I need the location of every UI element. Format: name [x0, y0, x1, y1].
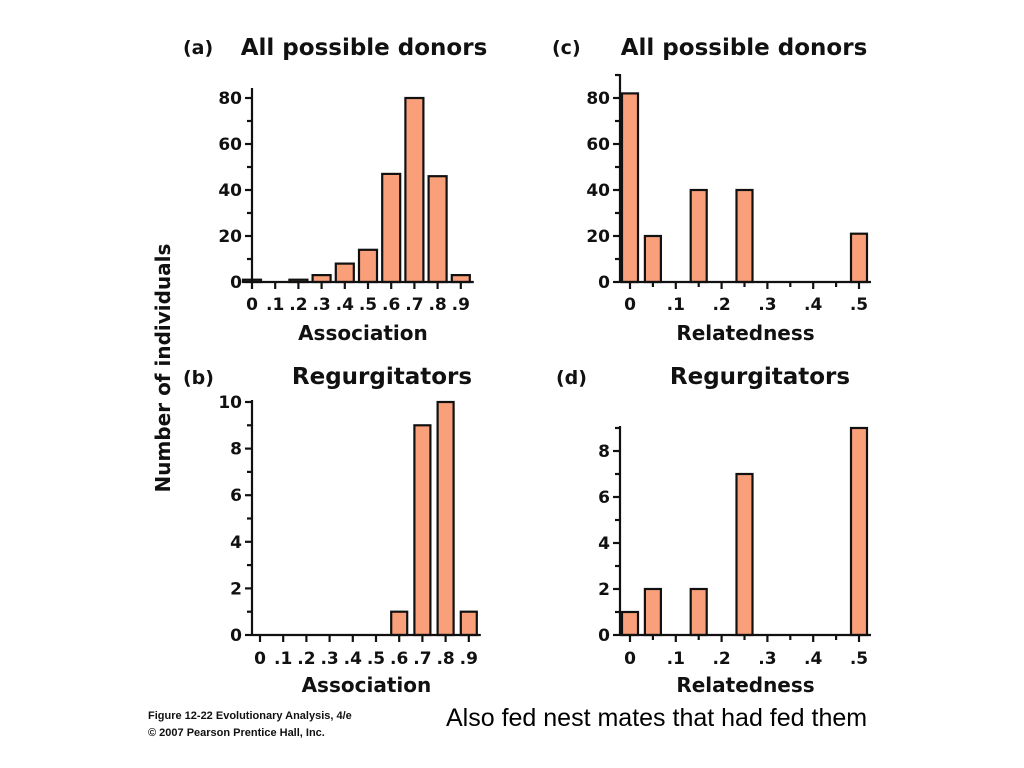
bar-0 — [620, 92, 640, 284]
x-tick-label: .2 — [712, 295, 730, 315]
y-tick-label: 8 — [230, 440, 242, 460]
panel-title: Regurgitators — [292, 364, 472, 390]
bar-.25 — [735, 188, 754, 284]
x-tick-label: .4 — [344, 649, 362, 669]
bar-.9 — [459, 610, 478, 637]
y-tick-label: 4 — [230, 533, 242, 553]
bar-.05 — [643, 587, 663, 637]
chart-panel-c: (c) All possible donors 0 20 40 60 80 0 .1 .2 .3 .4… — [552, 35, 871, 345]
x-tick-label: 0 — [624, 649, 636, 669]
slide-caption: Also fed nest mates that had fed them — [446, 704, 868, 732]
y-tick-label: 40 — [218, 181, 242, 201]
y-tick-label: 0 — [230, 273, 242, 293]
x-tick-label: 0 — [624, 295, 636, 315]
x-tick-label: .2 — [289, 295, 307, 315]
y-tick-label: 10 — [218, 393, 242, 413]
x-tick-label: .4 — [336, 295, 354, 315]
y-tick-label: 8 — [598, 442, 610, 462]
bar-.15 — [689, 587, 708, 637]
y-tick-label: 20 — [218, 227, 242, 247]
x-axis-label: Association — [298, 321, 428, 345]
bar-.15 — [689, 188, 708, 284]
panel-letter: (d) — [556, 367, 587, 389]
x-tick-label: 0 — [246, 295, 258, 315]
panel-title: All possible donors — [241, 35, 488, 61]
x-tick-label: .1 — [274, 649, 292, 669]
y-tick-label: 2 — [230, 579, 242, 599]
x-tick-label: .8 — [436, 649, 454, 669]
bar-.25 — [735, 472, 754, 637]
bar-.5 — [357, 248, 379, 284]
y-tick-label: 0 — [598, 273, 610, 293]
x-tick-label: 0 — [254, 649, 266, 669]
x-tick-label: .5 — [359, 295, 377, 315]
y-tick-label: 40 — [586, 181, 610, 201]
x-tick-label: .4 — [804, 295, 822, 315]
bar-.6 — [381, 172, 402, 284]
credit-line-2: © 2007 Pearson Prentice Hall, Inc. — [148, 727, 325, 739]
x-tick-label: .4 — [804, 649, 822, 669]
x-tick-label: .6 — [382, 295, 400, 315]
bar-.4 — [334, 262, 355, 284]
bar-.7 — [413, 424, 432, 637]
chart-panel-b: (b) Regurgitators 0 2 4 6 8 10 0 .1.2.3 .4.5.6.7.8… — [183, 364, 481, 697]
y-tick-label: 6 — [598, 488, 610, 508]
y-tick-label: 0 — [230, 626, 242, 646]
x-tick-label: .7 — [413, 649, 431, 669]
x-tick-label: .3 — [320, 649, 338, 669]
x-tick-label: .6 — [390, 649, 408, 669]
bar-.05 — [643, 234, 663, 284]
y-tick-label: 4 — [598, 534, 610, 554]
panel-letter: (c) — [552, 37, 581, 59]
x-tick-label: .7 — [405, 295, 423, 315]
x-tick-label: .3 — [758, 295, 776, 315]
y-tick-label: 80 — [586, 89, 610, 109]
x-tick-label: .1 — [667, 295, 685, 315]
x-axis-label: Association — [302, 673, 432, 697]
x-axis-label: Relatedness — [676, 673, 814, 697]
bar-.5 — [849, 232, 869, 284]
bar-.7 — [404, 96, 425, 284]
x-tick-label: .1 — [266, 295, 284, 315]
y-tick-label: 80 — [218, 89, 242, 109]
bar-0 — [620, 610, 640, 637]
x-tick-label: .9 — [460, 649, 478, 669]
y-tick-label: 60 — [586, 135, 610, 155]
x-axis-label: Relatedness — [676, 321, 814, 345]
y-tick-label: 6 — [230, 486, 242, 506]
x-tick-label: .5 — [850, 649, 868, 669]
y-tick-label: 60 — [218, 135, 242, 155]
x-tick-label: .1 — [667, 649, 685, 669]
panel-title: Regurgitators — [670, 364, 850, 390]
x-tick-label: .3 — [312, 295, 330, 315]
x-tick-label: .3 — [758, 649, 776, 669]
figure-credit: Figure 12-22 Evolutionary Analysis, 4/e … — [148, 708, 352, 742]
x-tick-label: .5 — [367, 649, 385, 669]
x-tick-label: .8 — [428, 295, 446, 315]
credit-line-1: Figure 12-22 Evolutionary Analysis, 4/e — [148, 710, 352, 722]
shared-y-axis-label: Number of individuals — [151, 244, 175, 493]
panel-title: All possible donors — [621, 35, 868, 61]
panel-letter: (a) — [183, 37, 213, 59]
y-tick-label: 0 — [598, 626, 610, 646]
chart-panel-d: (d) Regurgitators 0 2 4 6 8 0 .1 .2 .3 .4 .5 Relatedn… — [556, 364, 871, 697]
y-tick-label: 2 — [598, 580, 610, 600]
x-tick-label: .2 — [297, 649, 315, 669]
chart-panel-a: (a) All possible donors 0 20 40 60 80 0 .1.2.3 .4… — [183, 35, 487, 345]
panel-letter: (b) — [183, 367, 214, 389]
bar-.8 — [427, 175, 448, 284]
bar-.8 — [436, 400, 455, 637]
bar-.5 — [849, 426, 869, 637]
x-tick-label: .9 — [452, 295, 470, 315]
y-tick-label: 20 — [586, 227, 610, 247]
bar-.6 — [390, 610, 409, 637]
x-tick-label: .2 — [712, 649, 730, 669]
x-tick-label: .5 — [850, 295, 868, 315]
